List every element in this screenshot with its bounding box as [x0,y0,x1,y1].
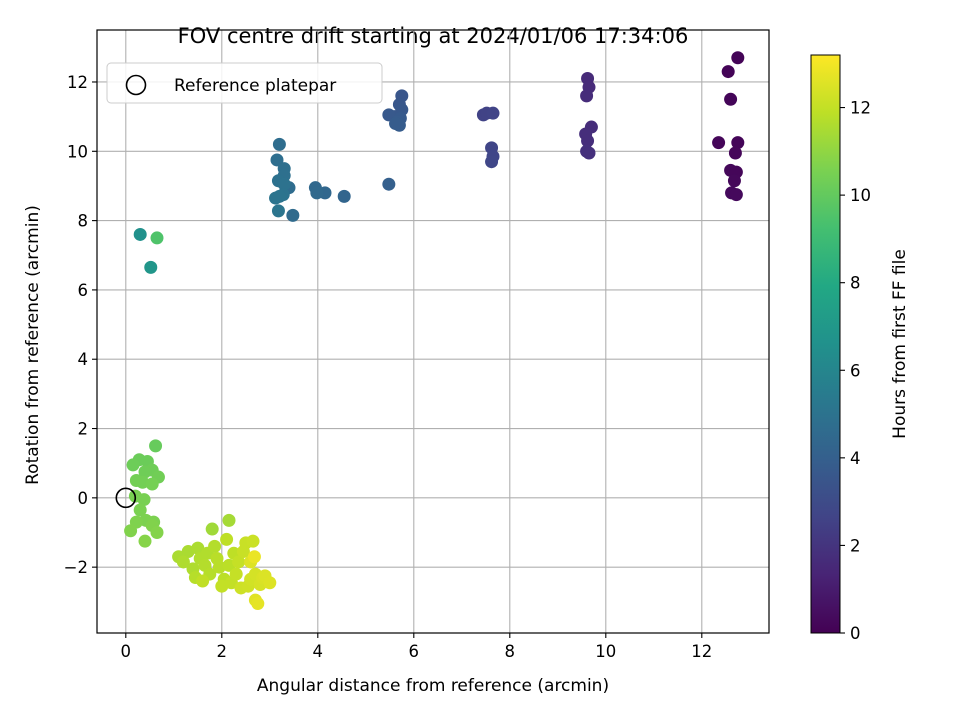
x-tick-label: 10 [595,642,616,661]
data-point [486,106,500,120]
colorbar-tick-label: 10 [850,186,871,205]
data-point [727,174,741,188]
data-point [382,177,396,191]
data-point [222,513,236,527]
data-point [731,51,745,65]
data-point [229,567,243,581]
y-tick-label: 0 [78,489,89,508]
y-axis: −2 0 2 4 6 8 10 12 [64,73,97,577]
data-point [337,189,351,203]
data-point [150,231,164,245]
data-point [220,532,234,546]
data-point [712,136,726,150]
data-point [191,541,205,555]
data-point [138,465,152,479]
y-tick-label: 6 [78,281,89,300]
data-point [149,439,163,453]
data-point [205,522,219,536]
data-point [208,539,222,553]
data-point [138,534,152,548]
y-tick-label: 8 [78,212,89,231]
data-point [729,188,743,202]
data-point [310,186,324,200]
colorbar-tick-label: 6 [850,361,861,380]
data-point [728,146,742,160]
data-point [582,146,596,160]
colorbar: 0 2 4 6 8 10 12 [810,54,871,643]
data-point [721,65,735,79]
colorbar-tick-label: 12 [850,99,871,118]
data-point [176,555,190,569]
data-point [271,204,285,218]
data-point [277,177,291,191]
data-point [286,208,300,222]
data-point [270,153,284,167]
legend-marker-reference [125,74,147,96]
data-point [272,137,286,151]
colorbar-tick-label: 2 [850,536,861,555]
data-point [246,534,260,548]
data-point [581,134,595,148]
x-tick-label: 6 [409,642,420,661]
legend-label: Reference platepar [174,76,336,96]
data-point [580,89,594,103]
data-point [731,136,745,150]
data-point [232,555,246,569]
data-point [389,117,403,131]
x-tick-label: 12 [691,642,712,661]
legend: Reference platepar [106,62,383,104]
legend-box [106,62,383,104]
chart-title: FOV centre drift starting at 2024/01/06 … [178,24,689,48]
x-tick-label: 4 [313,642,324,661]
y-tick-label: 2 [78,420,89,439]
data-point [133,227,147,241]
reference-platepar-marker [115,487,137,509]
data-point [196,574,210,588]
data-point [485,155,499,169]
colorbar-tick-label: 0 [850,624,861,643]
colorbar-tick-label: 8 [850,274,861,293]
x-tick-label: 0 [121,642,132,661]
colorbar-tick-label: 4 [850,449,861,468]
data-point [251,597,265,611]
data-point [133,503,147,517]
data-point [210,551,224,565]
data-point [272,189,286,203]
data-point [247,550,261,564]
data-point [137,493,151,507]
y-tick-label: 4 [78,350,89,369]
data-point [724,92,738,106]
colorbar-gradient [810,54,841,634]
y-axis-label: Rotation from reference (arcmin) [23,205,43,485]
x-axis-label: Angular distance from reference (arcmin) [257,676,609,696]
x-tick-label: 2 [217,642,228,661]
y-tick-label: 10 [67,142,88,161]
y-tick-label: 12 [67,73,88,92]
colorbar-label: Hours from first FF file [890,249,910,439]
data-point [145,477,159,491]
data-point [124,524,138,538]
data-point [144,260,158,274]
plot-frame [96,29,770,634]
data-point [126,458,140,472]
data-point [263,576,277,590]
points-layer [115,51,745,611]
y-tick-label: −2 [64,558,88,577]
data-point [150,526,164,539]
x-tick-label: 8 [505,642,516,661]
x-axis: 0 2 4 6 8 10 12 [121,633,712,661]
data-point [136,475,150,489]
